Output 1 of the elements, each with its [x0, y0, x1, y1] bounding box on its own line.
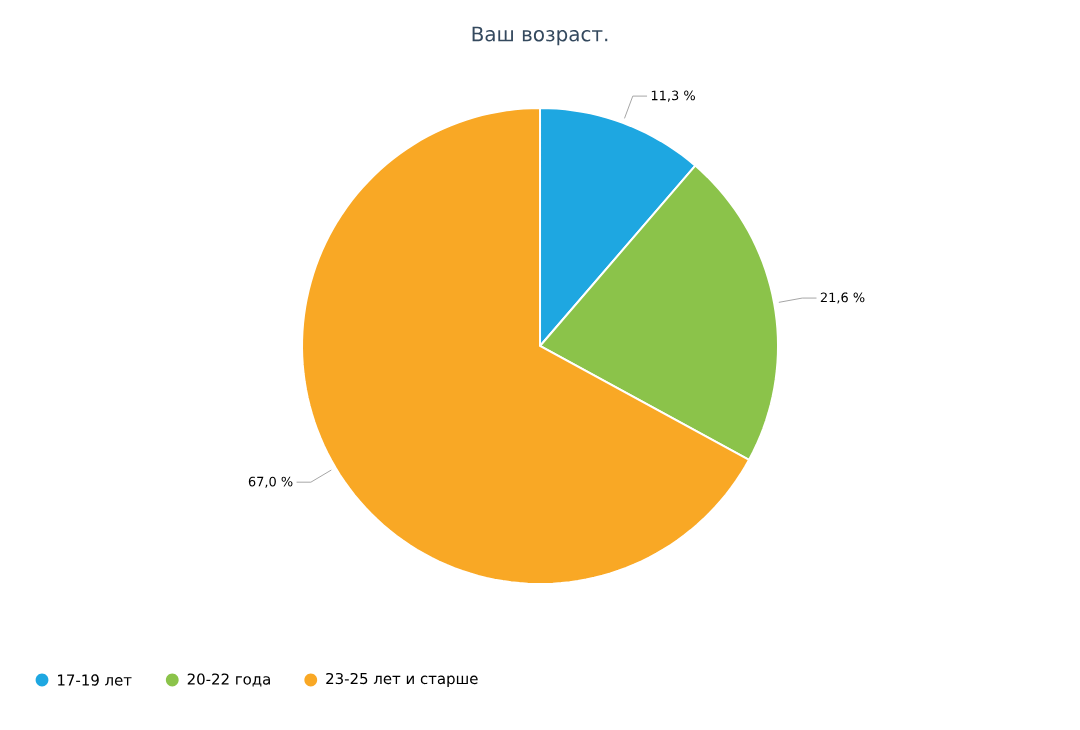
- chart-title: Ваш возраст.: [472, 26, 608, 46]
